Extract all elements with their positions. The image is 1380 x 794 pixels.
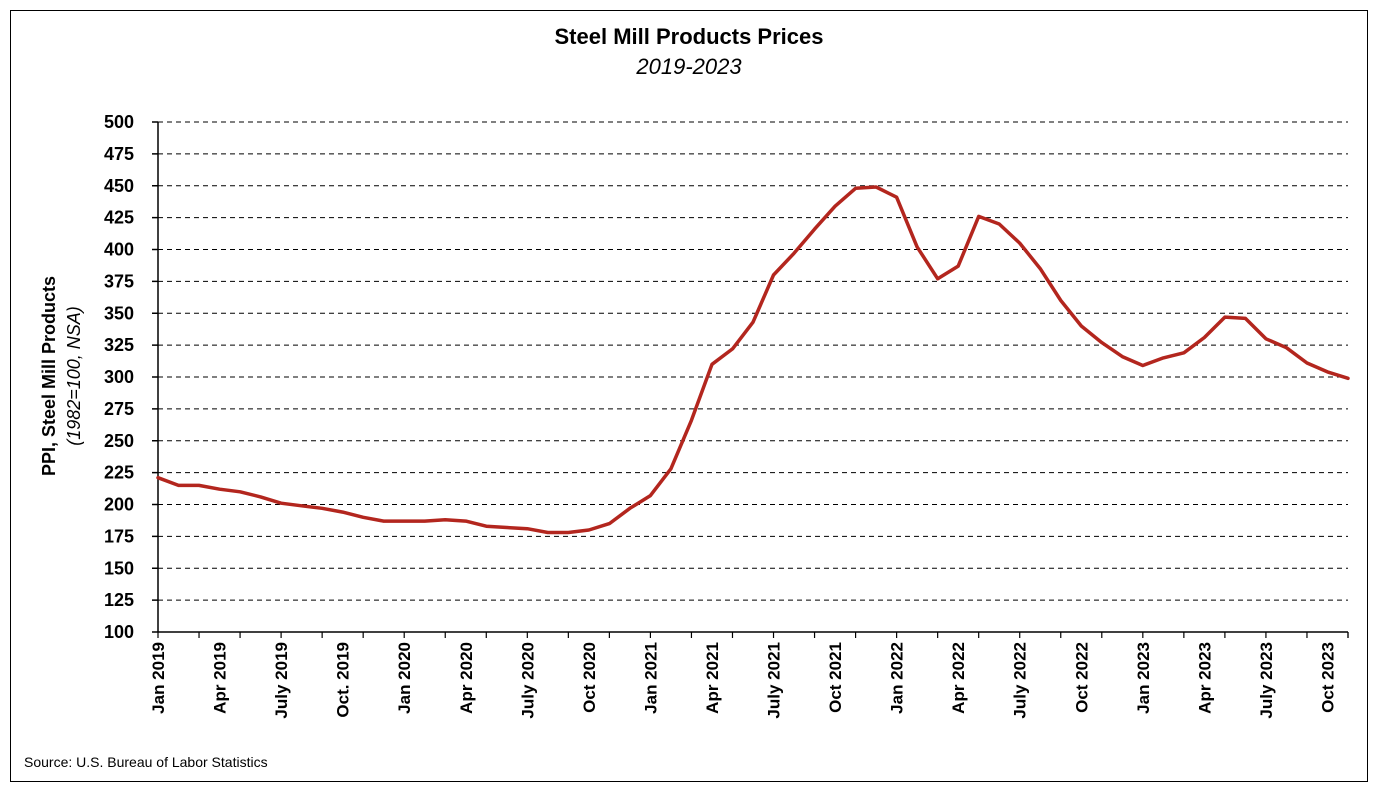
y-tick-label: 500: [104, 112, 134, 132]
x-tick-label: July 2023: [1257, 642, 1276, 719]
x-tick-label: Jan 2022: [888, 642, 907, 714]
x-tick-label: July 2019: [272, 642, 291, 719]
y-axis-subtitle: (1982=100, NSA): [64, 306, 84, 446]
x-tick-label: July 2021: [765, 642, 784, 719]
x-tick-label: Oct 2021: [826, 642, 845, 713]
x-tick-label: Apr 2021: [703, 642, 722, 714]
y-tick-label: 150: [104, 558, 134, 578]
x-tick-label: Jan 2023: [1134, 642, 1153, 714]
y-tick-label: 275: [104, 399, 134, 419]
y-tick-label: 325: [104, 335, 134, 355]
axes: [152, 121, 1349, 638]
x-tick-label: Oct 2020: [580, 642, 599, 713]
x-tick-label: Apr 2020: [457, 642, 476, 714]
x-tick-label: Apr 2022: [949, 642, 968, 714]
y-tick-label: 375: [104, 271, 134, 291]
x-tick-label: Apr 2023: [1195, 642, 1214, 714]
gridlines: [158, 121, 1348, 601]
series-line-0: [156, 185, 1350, 535]
y-tick-label: 350: [104, 303, 134, 323]
x-tick-labels: Jan 2019 Apr 2019 July 2019 Oct. 2019 Jan 20…: [149, 642, 1337, 719]
y-tick-label: 200: [104, 495, 134, 515]
chart-frame: [10, 10, 1368, 782]
chart-title: Steel Mill Products Prices: [554, 24, 824, 49]
y-tick-label: 175: [104, 526, 134, 546]
y-tick-label: 400: [104, 240, 134, 260]
y-tick-label: 125: [104, 590, 134, 610]
x-tick-label: Oct 2023: [1318, 642, 1337, 713]
x-tick-label: Jan 2021: [641, 642, 660, 714]
chart-subtitle: 2019-2023: [636, 54, 742, 79]
y-tick-labels: 100 125 150 175 200 225 250 275 300 325 350 375 400 4…: [104, 112, 134, 642]
x-tick-label: Jan 2019: [149, 642, 168, 714]
y-tick-label: 225: [104, 463, 134, 483]
series-lines: [156, 185, 1350, 535]
y-tick-label: 425: [104, 208, 134, 228]
source-note: Source: U.S. Bureau of Labor Statistics: [24, 754, 268, 770]
x-tick-label: Oct. 2019: [334, 642, 353, 718]
y-tick-label: 250: [104, 431, 134, 451]
y-tick-label: 450: [104, 176, 134, 196]
y-tick-label: 475: [104, 144, 134, 164]
x-tick-label: Jan 2020: [395, 642, 414, 714]
x-tick-label: Apr 2019: [211, 642, 230, 714]
y-axis-title: PPI, Steel Mill Products: [39, 276, 59, 476]
x-tick-label: July 2022: [1011, 642, 1030, 719]
y-tick-label: 300: [104, 367, 134, 387]
y-tick-label: 100: [104, 622, 134, 642]
x-tick-label: July 2020: [518, 642, 537, 719]
x-tick-label: Oct 2022: [1072, 642, 1091, 713]
